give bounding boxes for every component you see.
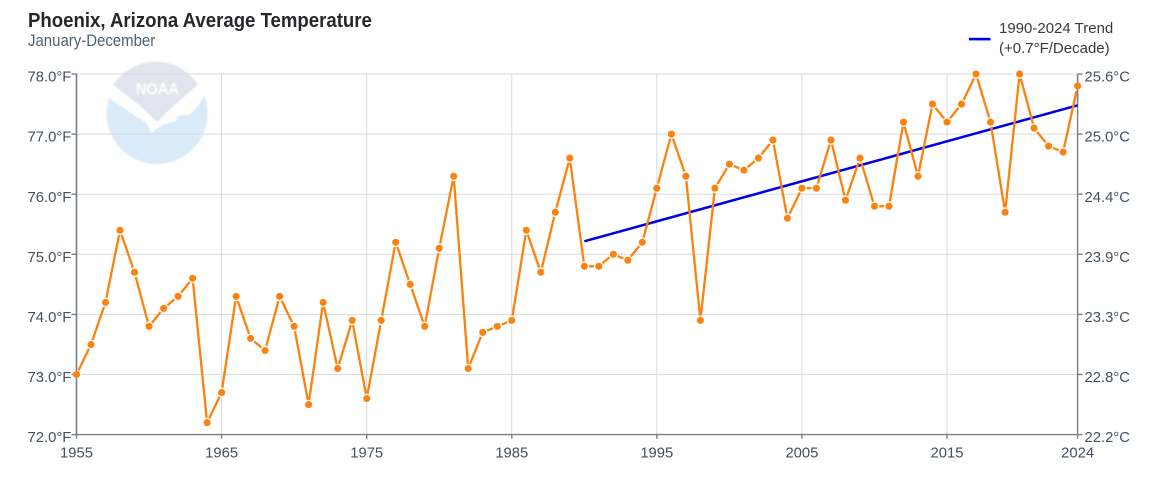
svg-text:25.0°C: 25.0°C	[1085, 130, 1131, 146]
svg-text:73.0°F: 73.0°F	[28, 370, 72, 386]
svg-text:23.3°C: 23.3°C	[1085, 310, 1131, 326]
svg-text:2015: 2015	[931, 446, 964, 462]
svg-text:1975: 1975	[350, 446, 383, 462]
svg-text:25.6°C: 25.6°C	[1085, 70, 1131, 86]
svg-text:1985: 1985	[495, 446, 528, 462]
svg-text:76.0°F: 76.0°F	[28, 190, 72, 206]
svg-text:78.0°F: 78.0°F	[28, 70, 72, 86]
svg-text:22.2°C: 22.2°C	[1085, 430, 1131, 446]
svg-text:NOAA: NOAA	[136, 79, 179, 98]
svg-text:2005: 2005	[785, 446, 818, 462]
svg-text:22.8°C: 22.8°C	[1085, 370, 1131, 386]
svg-text:75.0°F: 75.0°F	[28, 250, 72, 266]
svg-text:24.4°C: 24.4°C	[1085, 190, 1131, 206]
svg-text:1965: 1965	[205, 446, 238, 462]
svg-text:2024: 2024	[1061, 446, 1094, 462]
svg-text:74.0°F: 74.0°F	[28, 310, 72, 326]
svg-text:72.0°F: 72.0°F	[28, 430, 72, 446]
svg-text:1955: 1955	[60, 446, 93, 462]
svg-text:77.0°F: 77.0°F	[28, 130, 72, 146]
svg-text:1995: 1995	[640, 446, 673, 462]
svg-text:23.9°C: 23.9°C	[1085, 250, 1131, 266]
